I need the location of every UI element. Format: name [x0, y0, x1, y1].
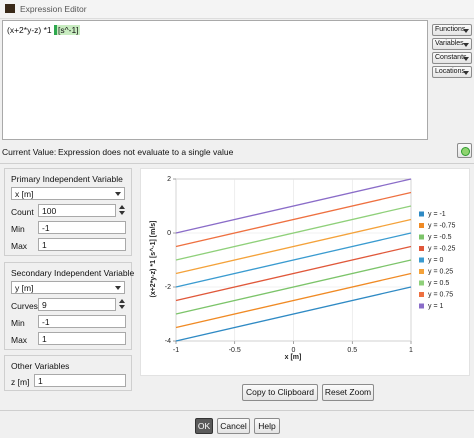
series-line	[175, 259, 412, 315]
x-axis-label: x [m]	[285, 354, 302, 361]
field-label: Min	[11, 224, 25, 234]
legend-swatch	[419, 234, 424, 240]
spin-up	[119, 299, 125, 303]
other-group: Other Variables z [m] 1	[4, 355, 132, 391]
legend-swatch	[419, 303, 424, 309]
refresh-button[interactable]	[457, 143, 472, 158]
y-tick-label: 0	[167, 230, 171, 237]
expression-unit: [s^-1]	[54, 25, 80, 35]
spin-down	[119, 305, 125, 309]
group-title: Secondary Independent Variable	[11, 268, 135, 278]
x-tick-label: 1	[409, 347, 413, 354]
menu-button[interactable]: Locations	[432, 66, 472, 78]
legend-swatch	[419, 292, 424, 297]
series-line	[175, 286, 412, 342]
group-title: Other Variables	[11, 361, 70, 371]
dropdown-arrow	[115, 192, 121, 196]
field-label: Min	[11, 318, 25, 328]
legend-swatch	[419, 280, 424, 286]
spinner[interactable]	[118, 204, 126, 217]
field-input[interactable]: -1	[38, 315, 126, 328]
primary-group: Primary Independent Variable x [m] Count 10…	[4, 168, 132, 256]
dropdown-arrow	[115, 286, 121, 290]
y-tick-label: 2	[167, 176, 171, 183]
title-bar: Expression Editor	[0, 0, 474, 19]
spin-up	[119, 205, 125, 209]
separator	[0, 163, 474, 164]
y-axis-label: (x+2*y-z) *1 [s^-1] [m/s]	[149, 220, 157, 297]
series-line	[175, 272, 412, 329]
legend-swatch	[419, 211, 424, 217]
current-value: Expression does not evaluate to a single…	[58, 147, 234, 157]
current-value-label: Current Value:	[2, 147, 57, 157]
series-line	[175, 205, 412, 261]
secondary-group: Secondary Independent Variable y [m] Curve…	[4, 262, 135, 350]
legend-label: y = 1	[428, 303, 443, 310]
expression-area[interactable]: (x+2*y-z) *1 [s^-1]	[2, 20, 428, 140]
field-label: z [m]	[11, 377, 30, 387]
legend-swatch	[419, 223, 424, 228]
dropdown-arrow	[463, 43, 469, 47]
x-tick-label: -1	[173, 347, 179, 354]
chart-panel: (x+2*y-z) *1 [s^-1] [m/s] x [m] -1 -0.5 0 0…	[140, 168, 470, 376]
field-input[interactable]: 100	[38, 204, 116, 217]
variable-dropdown[interactable]: x [m]	[11, 187, 125, 200]
copy-button[interactable]: Copy to Clipboard	[242, 384, 318, 401]
spin-down	[119, 211, 125, 215]
field-label: Count	[11, 207, 34, 217]
refresh-icon	[461, 147, 470, 156]
x-tick-label: -0.5	[229, 347, 241, 354]
legend-swatch	[419, 246, 424, 251]
legend-label: y = -0.75	[428, 222, 456, 229]
field-input[interactable]: -1	[38, 221, 126, 234]
legend-label: y = 0.75	[428, 291, 453, 298]
window-title: Expression Editor	[20, 4, 87, 14]
series-line	[175, 191, 412, 248]
dropdown-arrow	[463, 29, 469, 33]
y-tick-label: -2	[165, 284, 171, 291]
field-label: Max	[11, 335, 28, 345]
series-line	[175, 245, 412, 302]
field-input[interactable]: 9	[38, 298, 116, 311]
menu-button[interactable]: Functions	[432, 24, 472, 36]
ok-button[interactable]: OK	[195, 418, 213, 434]
legend-swatch	[419, 257, 424, 263]
legend-label: y = 0.5	[428, 280, 449, 287]
legend-swatch	[419, 269, 424, 274]
field-input[interactable]: 1	[38, 238, 126, 251]
expression-text: (x+2*y-z) *1	[7, 25, 52, 35]
legend-label: y = -1	[428, 211, 446, 218]
field-label: Max	[11, 241, 28, 251]
y-tick-label: -4	[165, 338, 171, 345]
dropdown-arrow	[463, 71, 469, 75]
app-icon	[5, 4, 15, 13]
reset-zoom-button[interactable]: Reset Zoom	[322, 384, 374, 401]
chart: (x+2*y-z) *1 [s^-1] [m/s] x [m] -1 -0.5 0 0…	[149, 176, 456, 361]
legend-label: y = -0.5	[428, 234, 452, 241]
cancel-button[interactable]: Cancel	[217, 418, 250, 434]
separator	[0, 410, 474, 411]
help-button[interactable]: Help	[254, 418, 280, 434]
group-title: Primary Independent Variable	[11, 174, 123, 184]
legend-label: y = -0.25	[428, 245, 456, 252]
field-input[interactable]: 1	[34, 374, 126, 387]
legend-label: y = 0.25	[428, 268, 453, 275]
field-input[interactable]: 1	[38, 332, 126, 345]
menu-button[interactable]: Variables	[432, 38, 472, 50]
x-tick-label: 0	[292, 347, 296, 354]
series-line	[175, 218, 412, 275]
dropdown-arrow	[463, 57, 469, 61]
x-tick-label: 0.5	[347, 347, 357, 354]
spinner[interactable]	[118, 298, 126, 311]
variable-dropdown[interactable]: y [m]	[11, 281, 125, 294]
menu-button[interactable]: Constants	[432, 52, 472, 64]
series-line	[175, 232, 412, 288]
legend-label: y = 0	[428, 257, 443, 264]
field-label: Curves	[11, 301, 38, 311]
series-line	[175, 178, 412, 234]
